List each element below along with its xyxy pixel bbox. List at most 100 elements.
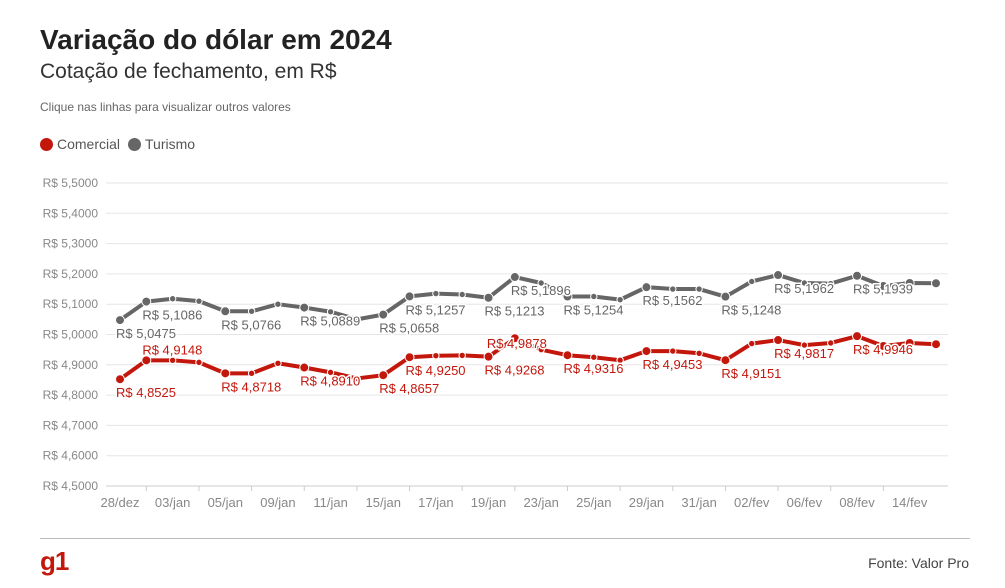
data-point-turismo[interactable] [800,279,809,287]
data-point-turismo[interactable] [115,315,125,326]
y-tick-label: R$ 4,6000 [43,449,99,463]
data-point-turismo[interactable] [720,291,731,302]
g1-logo: g1 [40,546,69,576]
data-label-turismo: R$ 5,1213 [485,304,545,319]
data-point-turismo[interactable] [247,307,256,315]
data-point-turismo[interactable] [537,279,545,287]
data-point-turismo[interactable] [904,277,915,288]
x-tick-label: 03/jan [155,495,190,510]
data-point-turismo[interactable] [827,279,835,288]
series-line-comercial[interactable] [118,334,938,382]
data-point-turismo[interactable] [641,282,652,293]
data-label-comercial: R$ 4,9151 [721,366,781,381]
data-point-comercial[interactable] [720,355,731,366]
data-point-comercial[interactable] [773,335,784,346]
data-point-turismo[interactable] [616,295,624,304]
legend-swatch-comercial [40,137,53,151]
data-point-turismo[interactable] [931,278,941,289]
data-point-comercial[interactable] [537,345,545,354]
source-note: Fonte: Valor Pro [868,555,969,571]
x-tick-label: 19/jan [471,495,506,510]
data-label-comercial: R$ 4,8525 [116,385,176,400]
x-tick-label: 23/jan [523,495,558,510]
legend-item-turismo[interactable]: Turismo [128,136,195,152]
data-point-comercial[interactable] [590,353,598,361]
data-point-comercial[interactable] [299,362,310,373]
data-point-turismo[interactable] [748,277,756,286]
data-point-comercial[interactable] [326,368,335,377]
data-point-turismo[interactable] [458,290,466,299]
data-point-turismo[interactable] [378,309,389,320]
x-tick-label: 11/jan [313,495,347,510]
data-point-turismo[interactable] [168,295,177,303]
data-point-turismo[interactable] [141,296,152,307]
data-point-comercial[interactable] [353,374,361,383]
data-point-turismo[interactable] [509,272,520,283]
data-label-comercial: R$ 4,8910 [300,374,360,389]
data-point-turismo[interactable] [195,297,203,305]
x-tick-label: 17/jan [418,495,453,510]
data-point-comercial[interactable] [247,369,256,378]
data-label-turismo: R$ 5,0889 [300,314,360,329]
data-label-comercial: R$ 4,9453 [642,357,702,372]
data-point-comercial[interactable] [432,352,440,360]
data-point-turismo[interactable] [669,285,677,293]
y-tick-label: R$ 5,1000 [43,297,99,311]
data-point-turismo[interactable] [274,300,282,308]
y-tick-label: R$ 4,7000 [43,418,99,432]
data-point-turismo[interactable] [432,289,440,298]
y-tick-label: R$ 5,2000 [43,267,99,281]
series-line-turismo[interactable] [118,273,938,323]
data-point-comercial[interactable] [274,359,282,367]
data-point-turismo[interactable] [326,308,335,316]
data-point-turismo[interactable] [483,292,494,303]
chart-title: Variação do dólar em 2024 [40,24,392,55]
data-point-comercial[interactable] [404,352,415,363]
y-tick-label: R$ 4,8000 [43,388,99,402]
data-point-comercial[interactable] [852,331,863,342]
y-tick-label: R$ 5,0000 [43,328,99,342]
data-label-comercial: R$ 4,8718 [221,379,281,394]
data-point-comercial[interactable] [904,337,915,348]
data-point-comercial[interactable] [220,368,231,379]
data-point-turismo[interactable] [773,270,784,281]
data-label-comercial: R$ 4,9878 [487,336,547,351]
data-point-comercial[interactable] [562,350,573,361]
data-point-comercial[interactable] [748,339,756,348]
legend-item-comercial[interactable]: Comercial [40,136,120,152]
data-point-comercial[interactable] [458,351,466,360]
data-point-turismo[interactable] [695,285,703,293]
data-point-comercial[interactable] [616,356,624,364]
chart-subtitle: Cotação de fechamento, em R$ [40,60,337,83]
x-tick-label: 15/jan [366,495,401,510]
data-point-comercial[interactable] [800,341,809,349]
data-point-turismo[interactable] [852,270,863,281]
data-point-comercial[interactable] [483,351,494,362]
legend-label-turismo: Turismo [145,136,196,152]
data-point-turismo[interactable] [562,291,573,302]
data-point-comercial[interactable] [641,346,652,357]
data-point-comercial[interactable] [878,341,889,352]
data-point-turismo[interactable] [220,306,231,317]
data-label-comercial: R$ 4,9946 [853,342,913,357]
data-point-turismo[interactable] [299,302,310,313]
data-point-comercial[interactable] [141,355,152,366]
data-label-turismo: R$ 5,0766 [221,317,281,332]
data-label-comercial: R$ 4,9817 [774,346,834,361]
data-point-comercial[interactable] [669,347,677,355]
data-point-comercial[interactable] [378,370,389,381]
data-point-turismo[interactable] [353,315,361,324]
data-label-turismo: R$ 5,1962 [774,281,834,296]
data-point-comercial[interactable] [827,339,835,347]
data-point-comercial[interactable] [509,333,520,344]
data-point-comercial[interactable] [115,374,125,385]
data-point-turismo[interactable] [878,281,889,292]
data-point-comercial[interactable] [931,339,941,350]
legend-swatch-turismo [128,137,142,151]
data-point-comercial[interactable] [168,356,177,365]
data-point-comercial[interactable] [695,349,703,357]
data-label-turismo: R$ 5,1562 [642,293,702,308]
data-point-turismo[interactable] [404,291,415,302]
data-point-turismo[interactable] [590,292,598,301]
data-point-comercial[interactable] [195,358,203,367]
